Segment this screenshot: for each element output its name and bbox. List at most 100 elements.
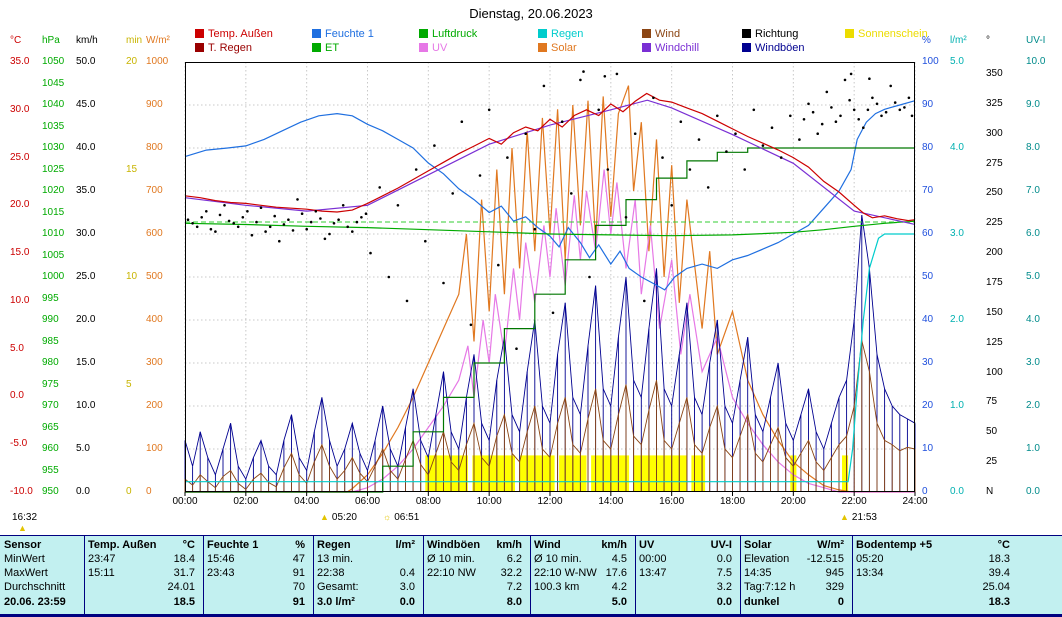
- axis-tick-deg: 175: [986, 276, 1003, 288]
- axis-tick-uvi: 10.0: [1026, 56, 1046, 67]
- legend-item-et[interactable]: ET: [312, 41, 419, 54]
- stat-cell-label: 15:46: [207, 553, 235, 565]
- series-direction-dot: [478, 174, 482, 177]
- axis-tick-kmh: 45.0: [76, 99, 96, 110]
- stat-cell-label: 13:34: [856, 567, 884, 579]
- stat-cell-value: 24.01: [167, 581, 195, 593]
- series-direction-dot: [396, 204, 400, 207]
- axis-tick-hpa: 1050: [42, 56, 65, 67]
- series-direction-dot: [214, 230, 217, 233]
- axis-tick-hpa: 1010: [42, 228, 65, 239]
- series-direction-dot: [337, 218, 340, 221]
- axis-tick-percent: 10: [922, 443, 934, 454]
- axis-tick-wm2: 300: [146, 357, 163, 368]
- stat-cell-label: Tag:7:12 h: [744, 581, 796, 593]
- uv-swatch-icon: [419, 43, 428, 52]
- legend-item-windb-en[interactable]: Windböen: [742, 41, 845, 54]
- series-direction-dot: [442, 281, 445, 285]
- legend-label: T. Regen: [208, 41, 253, 54]
- legend-item-luftdruck[interactable]: Luftdruck: [419, 27, 538, 40]
- series-direction-dot: [884, 110, 888, 114]
- series-direction-dot: [200, 216, 203, 219]
- stat-col-title-regen: Regen: [317, 539, 351, 551]
- wind-swatch-icon: [642, 29, 651, 38]
- temp-au-en-swatch-icon: [195, 29, 204, 38]
- axis-tick-kmh: 35.0: [76, 185, 96, 196]
- chart-title: Dienstag, 20.06.2023: [469, 6, 593, 21]
- axis-unit-deg: °: [986, 35, 990, 46]
- series-direction-dot: [802, 118, 806, 121]
- stat-cell-label: 14:35: [744, 567, 772, 579]
- stat-cell-value: 945: [825, 567, 844, 579]
- stat-col-unit: °C: [997, 539, 1010, 551]
- stat-cell-label: 15:11: [88, 567, 115, 579]
- axis-tick-temp: 25.0: [10, 151, 30, 163]
- legend-item-solar[interactable]: Solar: [538, 41, 642, 54]
- series-direction-dot: [661, 156, 664, 159]
- stat-row-label-20-06-23-59: 20.06. 23:59: [4, 596, 66, 608]
- series-direction-dot: [834, 120, 838, 123]
- series-direction-dot: [624, 216, 628, 219]
- series-direction-dot: [328, 232, 331, 236]
- stat-cell-value: 0.0: [399, 596, 415, 608]
- series-wind: [184, 340, 916, 491]
- axis-tick-uvi: 9.0: [1026, 99, 1040, 110]
- series-direction-dot: [633, 132, 637, 135]
- series-direction-dot: [798, 138, 801, 141]
- legend-item-temp-au-en[interactable]: Temp. Außen: [195, 27, 312, 40]
- series-direction-dot: [278, 239, 281, 243]
- series-direction-dot: [195, 225, 199, 229]
- axis-tick-wm2: 400: [146, 314, 163, 325]
- stat-col-unit: °C: [182, 539, 195, 551]
- stat-cell-label: Ø 10 min.: [427, 553, 475, 565]
- triangle-icon: ▲: [320, 512, 329, 522]
- legend-item-t-regen[interactable]: T. Regen: [195, 41, 312, 54]
- series-direction-dot: [319, 217, 322, 220]
- stat-cell-label: Ø 10 min.: [534, 553, 582, 565]
- legend-item-sonnenschein[interactable]: Sonnenschein: [845, 27, 995, 40]
- stat-cell-value: 17.6: [605, 567, 627, 579]
- stat-cell-label: 05:20: [856, 553, 884, 565]
- legend-item-wind[interactable]: Wind: [642, 27, 742, 40]
- series-direction-dot: [848, 98, 851, 102]
- legend-item-uv[interactable]: UV: [419, 41, 538, 54]
- axis-tick-temp: 15.0: [10, 247, 30, 259]
- axis-tick-hpa: 985: [42, 335, 59, 347]
- table-column-divider: [740, 536, 741, 614]
- stat-cell-label: 22:10 NW: [427, 567, 476, 579]
- stat-cell-label: 23:43: [207, 567, 235, 579]
- legend-item-windchill[interactable]: Windchill: [642, 41, 742, 54]
- legend-item-richtung[interactable]: Richtung: [742, 27, 845, 40]
- series-direction-dot: [273, 214, 276, 218]
- axis-tick-uvi: 1.0: [1026, 443, 1040, 454]
- legend-item-regen[interactable]: Regen: [538, 27, 642, 40]
- series-direction-dot: [770, 126, 774, 129]
- legend-item-feuchte-1[interactable]: Feuchte 1: [312, 27, 419, 40]
- axis-tick-kmh: 30.0: [76, 228, 96, 239]
- axis-unit-wm2: W/m²: [146, 35, 170, 46]
- table-column-divider: [530, 536, 531, 614]
- axis-unit-lm2: l/m²: [950, 35, 967, 46]
- stat-cell-value: 32.2: [500, 567, 522, 579]
- stat-col-title-wind: Wind: [534, 539, 561, 551]
- series-direction-dot: [346, 225, 349, 229]
- triangle-icon: ▲: [18, 523, 27, 533]
- sun-marker-time: 05:20: [331, 512, 357, 523]
- axis-tick-deg: 225: [986, 217, 1003, 229]
- axis-tick-wm2: 1000: [146, 56, 169, 67]
- axis-tick-kmh: 0.0: [76, 486, 90, 497]
- series-direction-dot: [551, 311, 555, 315]
- series-direction-dot: [597, 108, 600, 112]
- stat-col-title-windb-en: Windböen: [427, 539, 481, 551]
- series-direction-dot: [857, 118, 860, 121]
- series-direction-dot: [588, 275, 591, 279]
- axis-tick-hpa: 1015: [42, 206, 65, 218]
- weather-plot[interactable]: [184, 62, 916, 496]
- axis-tick-uvi: 3.0: [1026, 357, 1040, 368]
- series-direction-dot: [820, 122, 824, 126]
- axis-tick-uvi: 2.0: [1026, 400, 1040, 411]
- stat-cell-value: 91: [292, 567, 305, 579]
- table-column-divider: [635, 536, 636, 614]
- legend-label: Feuchte 1: [325, 27, 374, 40]
